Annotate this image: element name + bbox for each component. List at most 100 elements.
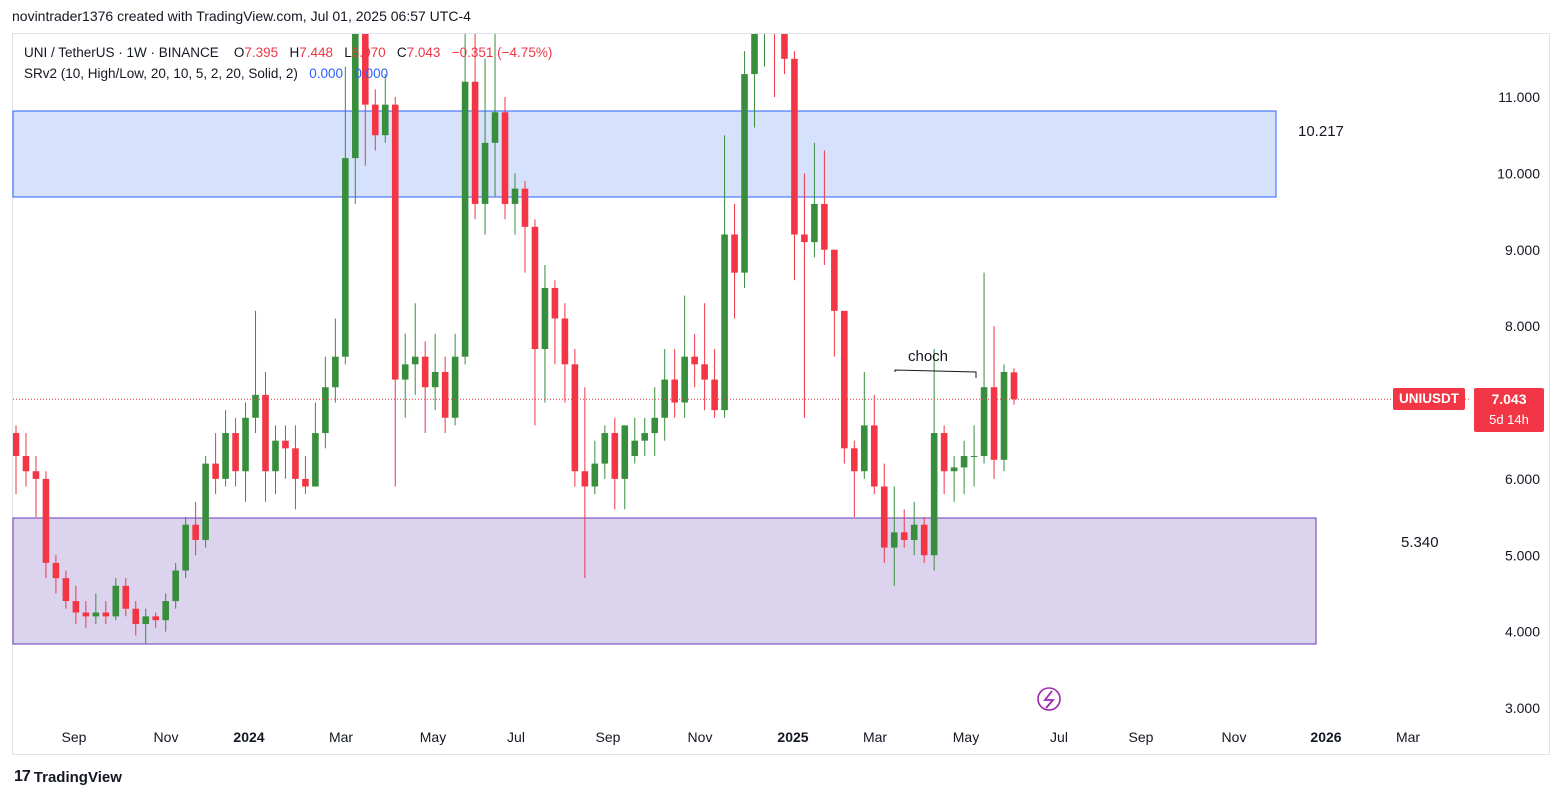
lightning-icon: [1037, 687, 1061, 711]
candle-body: [890, 532, 898, 548]
candle-body: [581, 471, 589, 487]
legend-close-label: C: [396, 45, 407, 60]
candle-body: [451, 356, 459, 418]
candle-body: [491, 112, 499, 143]
candle-body: [591, 463, 599, 487]
candle-body: [781, 34, 788, 59]
candle-body: [861, 425, 868, 472]
candle-body: [362, 34, 369, 105]
candle-body: [761, 0, 768, 21]
time-axis-label: Sep: [596, 729, 621, 745]
time-axis-label: 2024: [233, 729, 264, 745]
candle-body: [411, 356, 419, 365]
price-axis-label: 5.000: [1505, 547, 1540, 563]
candle-body: [182, 524, 189, 571]
candle-body: [821, 203, 828, 250]
candle-body: [791, 58, 798, 235]
candle-body: [461, 81, 469, 357]
candle-body: [970, 455, 978, 457]
bar-countdown: 5d 14h: [1489, 412, 1529, 427]
candle-body: [721, 234, 728, 411]
price-axis-label: 6.000: [1505, 471, 1540, 487]
current-price-label: 7.043 5d 14h: [1474, 388, 1544, 432]
lightning-bolt: [1043, 690, 1055, 709]
indicator-name[interactable]: SRv2 (10, High/Low, 20, 10, 5, 2, 20, So…: [24, 66, 298, 81]
candle-body: [681, 356, 688, 403]
candle-body: [601, 433, 609, 464]
candle-body: [501, 112, 509, 204]
candle-body: [661, 379, 668, 418]
candle-body: [242, 417, 249, 472]
time-axis-label: Nov: [154, 729, 179, 745]
candle-body: [212, 463, 219, 479]
candle-body: [162, 601, 169, 621]
candle-body: [222, 433, 229, 479]
support-label: 5.340: [1401, 534, 1439, 551]
candle-body: [112, 585, 120, 617]
time-axis-label: Jul: [1050, 729, 1068, 745]
price-axis-label: 10.000: [1497, 165, 1540, 181]
price-axis-label: 8.000: [1505, 318, 1540, 334]
candle-body: [691, 356, 698, 365]
candle-body: [980, 387, 988, 456]
candle-body: [671, 379, 678, 403]
candle-body: [511, 188, 519, 204]
time-axis-label: Nov: [1222, 729, 1247, 745]
candle-body: [950, 467, 958, 472]
time-axis-label: Mar: [329, 729, 353, 745]
candle-body: [312, 433, 319, 487]
tradingview-footer[interactable]: 17 TradingView: [14, 768, 122, 786]
candle-body: [811, 203, 818, 243]
current-price-value: 7.043: [1491, 391, 1527, 407]
candle-body: [371, 104, 379, 136]
candle-body: [940, 433, 948, 472]
time-axis-label: Mar: [1396, 729, 1420, 745]
candle-body: [841, 310, 848, 449]
candle-body: [1010, 372, 1018, 400]
candle-body: [851, 448, 858, 472]
time-axis-label: May: [420, 729, 446, 745]
ticker-price-tag: UNIUSDT: [1393, 388, 1465, 410]
candle-body: [990, 387, 998, 460]
candle-body: [531, 226, 539, 350]
chart-header: novintrader1376 created with TradingView…: [12, 8, 471, 24]
candle-body: [421, 356, 429, 388]
candle-body: [401, 364, 409, 380]
candle-body: [102, 612, 110, 617]
candle-body: [352, 34, 359, 159]
legend-low-label: L: [344, 45, 352, 60]
candle-body: [192, 524, 199, 540]
time-axis-label: Mar: [863, 729, 887, 745]
candle-body: [701, 364, 708, 380]
candle-body: [1000, 371, 1008, 460]
candle-body: [142, 616, 150, 624]
time-axis-label: Sep: [1129, 729, 1154, 745]
candle-body: [13, 433, 20, 456]
candle-body: [252, 394, 259, 418]
candle-body: [122, 585, 130, 609]
candle-body: [342, 158, 349, 357]
candle-body: [920, 524, 928, 556]
legend-open-label: O: [233, 45, 245, 60]
candle-body: [870, 425, 878, 487]
candle-body: [801, 234, 808, 243]
candle-body: [481, 142, 489, 204]
tradingview-brand: TradingView: [33, 768, 122, 786]
time-axis-label: Jul: [507, 729, 525, 745]
candle-body: [282, 440, 289, 449]
candle-body: [292, 448, 299, 479]
candle-body: [431, 371, 439, 388]
candle-body: [52, 562, 60, 579]
legend-symbol[interactable]: UNI / TetherUS · 1W · BINANCE: [24, 45, 219, 60]
candle-body: [172, 570, 179, 602]
legend-low-value: 6.970: [351, 45, 386, 60]
time-axis-label: May: [953, 729, 979, 745]
candle-body: [631, 440, 639, 456]
indicator-value-2: 0.000: [354, 66, 389, 81]
time-axis-label: Sep: [62, 729, 87, 745]
candle-body: [561, 318, 569, 365]
candle-body: [82, 612, 90, 617]
time-axis-label: 2026: [1310, 729, 1341, 745]
price-axis-label: 11.000: [1498, 89, 1540, 105]
